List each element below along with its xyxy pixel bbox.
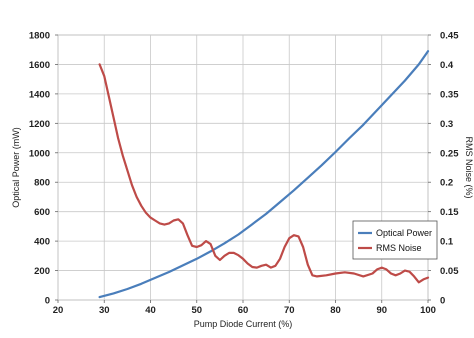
- x-tick-label: 90: [376, 305, 387, 316]
- legend: Optical Power RMS Noise: [352, 220, 438, 260]
- y-tick-label: 400: [34, 237, 50, 248]
- series-line-rms-noise: [98, 63, 430, 284]
- series-layer: [98, 50, 430, 299]
- x-tick-label: 80: [330, 305, 341, 316]
- y2-tick-label: 0.2: [440, 178, 453, 189]
- y-tick-label: 1800: [29, 31, 50, 42]
- y-tick-label: 600: [34, 207, 50, 218]
- y2-tick-label: 0.15: [440, 207, 459, 218]
- y-axis-title: Optical Power (mW): [11, 127, 21, 208]
- y2-tick-label: 0.05: [440, 266, 459, 277]
- x-tick-label: 40: [145, 305, 156, 316]
- y-tick-label: 1000: [29, 148, 50, 159]
- series-line-optical-power: [98, 50, 430, 299]
- y2-tick-label: 0.1: [440, 237, 454, 248]
- y2-tick-label: 0.35: [440, 89, 459, 100]
- y2-tick-label: 0.4: [440, 60, 454, 71]
- x-tick-label: 100: [420, 305, 436, 316]
- x-tick-label: 30: [99, 305, 110, 316]
- axes: [55, 34, 431, 303]
- y2-tick-label: 0.3: [440, 119, 453, 130]
- x-axis-title: Pump Diode Current (%): [194, 319, 293, 329]
- y-tick-label: 1200: [29, 119, 50, 130]
- legend-label-rms-noise: RMS Noise: [376, 243, 422, 253]
- y2-tick-label: 0.25: [440, 148, 459, 159]
- x-tick-label: 60: [238, 305, 249, 316]
- y-tick-label: 200: [34, 266, 50, 277]
- y2-axis-title: RMS Noise (%): [464, 136, 474, 198]
- y-tick-label: 1600: [29, 60, 50, 71]
- tick-labels: 20 30 40 50 60 70 80 90 100020040060080010001200…: [29, 31, 459, 317]
- y2-tick-label: 0: [440, 296, 445, 307]
- x-tick-label: 50: [191, 305, 202, 316]
- y-tick-label: 0: [45, 296, 50, 307]
- y-tick-label: 1400: [29, 89, 50, 100]
- legend-label-optical-power: Optical Power: [376, 228, 432, 238]
- legend-box: [352, 220, 438, 260]
- x-tick-label: 20: [53, 305, 64, 316]
- y2-tick-label: 0.45: [440, 31, 459, 42]
- y-tick-label: 800: [34, 178, 50, 189]
- x-tick-label: 70: [284, 305, 295, 316]
